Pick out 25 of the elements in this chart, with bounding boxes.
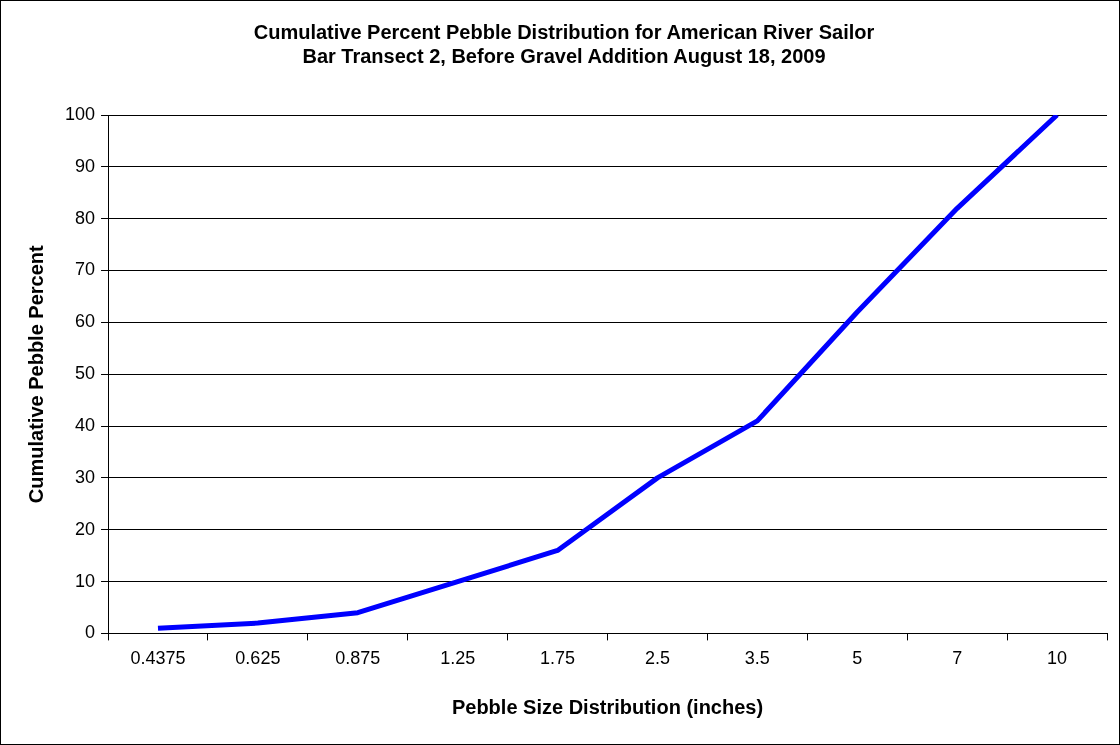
y-tick-label: 40: [75, 415, 96, 436]
y-tick-label: 0: [85, 622, 96, 643]
text: Cumulative Percent Pebble Distribution for American River Sailor: [253, 20, 875, 43]
x-tick-label: 3.5: [744, 648, 770, 669]
y-tick-label: 100: [64, 103, 96, 124]
x-tick-label: 5: [852, 648, 863, 669]
x-tick-label: 1.25: [440, 648, 476, 669]
y-tick-label: 60: [75, 311, 96, 332]
x-tick-label: 7: [952, 648, 963, 669]
text: Bar Transect 2, Before Gravel Addition August 18, 2009: [302, 44, 826, 67]
y-tick-label: 90: [75, 155, 96, 176]
y-axis-title: Cumulative Pebble Percent: [24, 244, 47, 504]
y-tick-label: 80: [75, 207, 96, 228]
x-tick-label: 2.5: [644, 648, 670, 669]
y-tick-label: 50: [75, 363, 96, 384]
x-tick-label: 10: [1047, 648, 1068, 669]
y-tick-label: 10: [75, 570, 96, 591]
y-tick-label: 70: [75, 259, 96, 280]
x-tick-label: 0.875: [335, 648, 381, 669]
y-tick-label: 30: [75, 466, 96, 487]
x-tick-label: 0.625: [235, 648, 281, 669]
x-axis-title: Pebble Size Distribution (inches): [451, 695, 764, 718]
y-tick-label: 20: [75, 518, 96, 539]
x-tick-label: 1.75: [540, 648, 576, 669]
x-tick-label: 0.4375: [130, 648, 186, 669]
